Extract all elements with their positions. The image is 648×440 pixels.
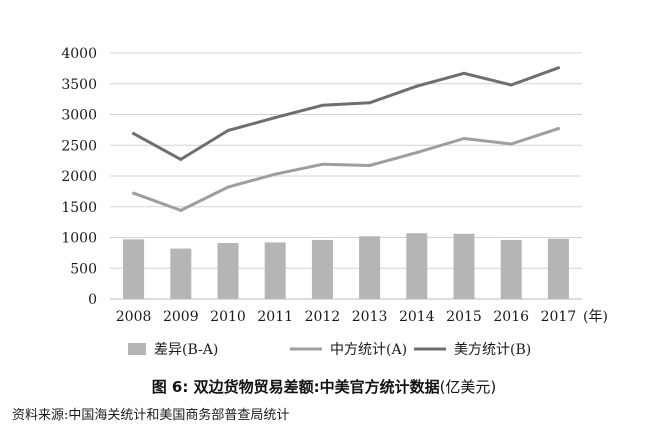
line-point-2-2015 (462, 71, 466, 75)
x-tick-label-2012: 2012 (305, 309, 341, 325)
bar-2015 (453, 233, 475, 299)
line-point-1-2012 (320, 162, 324, 166)
line-point-2-2009 (179, 157, 183, 161)
x-tick-label-2016: 2016 (493, 309, 529, 325)
source-note: 资料来源:中国海关统计和美国商务部普查局统计 (12, 408, 290, 423)
x-tick-label-2017: 2017 (541, 309, 577, 325)
line-point-1-2014 (415, 151, 419, 155)
bar-2017 (547, 238, 569, 299)
legend: 差异(B-A) 中方统计(A) 美方统计(B) (128, 342, 531, 358)
line-point-1-2008 (132, 191, 136, 195)
bar-2008 (123, 239, 145, 299)
y-tick-label-4000: 4000 (61, 46, 97, 62)
legend-swatch-bar (128, 343, 146, 355)
trade-lines (132, 66, 560, 212)
chart-caption: 图 6: 双边货物贸易差额:中美官方统计数据(亿美元) (0, 376, 648, 397)
line-point-2-2014 (415, 84, 419, 88)
line-point-1-2010 (226, 185, 230, 189)
y-tick-label-3500: 3500 (61, 77, 97, 93)
caption-unit: (亿美元) (439, 378, 497, 396)
x-tick-label-2009: 2009 (163, 309, 199, 325)
y-tick-label-1500: 1500 (61, 200, 97, 216)
y-tick-label-1000: 1000 (61, 231, 97, 247)
caption-title: 图 6: 双边货物贸易差额:中美官方统计数据 (151, 378, 440, 396)
y-tick-label-2000: 2000 (61, 169, 97, 185)
y-tick-label-500: 500 (70, 261, 97, 277)
line-point-2-2010 (226, 128, 230, 132)
bar-2013 (359, 236, 381, 299)
line-point-1-2015 (462, 136, 466, 140)
bar-2012 (311, 239, 333, 299)
line-point-2-2011 (273, 116, 277, 120)
line-series-2 (132, 66, 560, 161)
x-tick-label-2010: 2010 (210, 309, 246, 325)
bar-2014 (406, 233, 428, 299)
legend-label-1: 中方统计(A) (330, 342, 407, 358)
line-point-2-2016 (509, 83, 513, 87)
line-point-2-2012 (320, 103, 324, 107)
line-series-1 (132, 127, 560, 212)
trade-balance-chart: 0 500 1000 1500 2000 2500 3000 3500 4000 2008 2009… (61, 46, 608, 358)
y-tick-label-0: 0 (88, 292, 97, 308)
difference-bars (123, 233, 569, 299)
legend-label-2: 美方统计(B) (454, 342, 531, 358)
line-point-1-2009 (179, 208, 183, 212)
line-point-1-2013 (368, 164, 372, 168)
line-point-1-2017 (556, 127, 560, 131)
bar-2009 (170, 248, 192, 299)
bar-2016 (500, 239, 522, 299)
x-axis-unit: (年) (583, 309, 608, 325)
legend-label-0: 差异(B-A) (154, 342, 218, 358)
axes: 0 500 1000 1500 2000 2500 3000 3500 4000 2008 2009… (61, 46, 608, 325)
line-point-1-2011 (273, 172, 277, 176)
x-tick-label-2014: 2014 (399, 309, 435, 325)
x-tick-label-2015: 2015 (446, 309, 482, 325)
line-point-2-2017 (556, 66, 560, 70)
line-point-2-2008 (132, 132, 136, 136)
line-point-2-2013 (368, 101, 372, 105)
line-point-1-2016 (509, 142, 513, 146)
y-tick-label-3000: 3000 (61, 108, 97, 124)
x-tick-label-2011: 2011 (257, 309, 293, 325)
x-tick-label-2008: 2008 (116, 309, 152, 325)
x-tick-label-2013: 2013 (352, 309, 388, 325)
y-tick-label-2500: 2500 (61, 138, 97, 154)
bar-2010 (217, 243, 239, 299)
bar-2011 (264, 242, 286, 299)
